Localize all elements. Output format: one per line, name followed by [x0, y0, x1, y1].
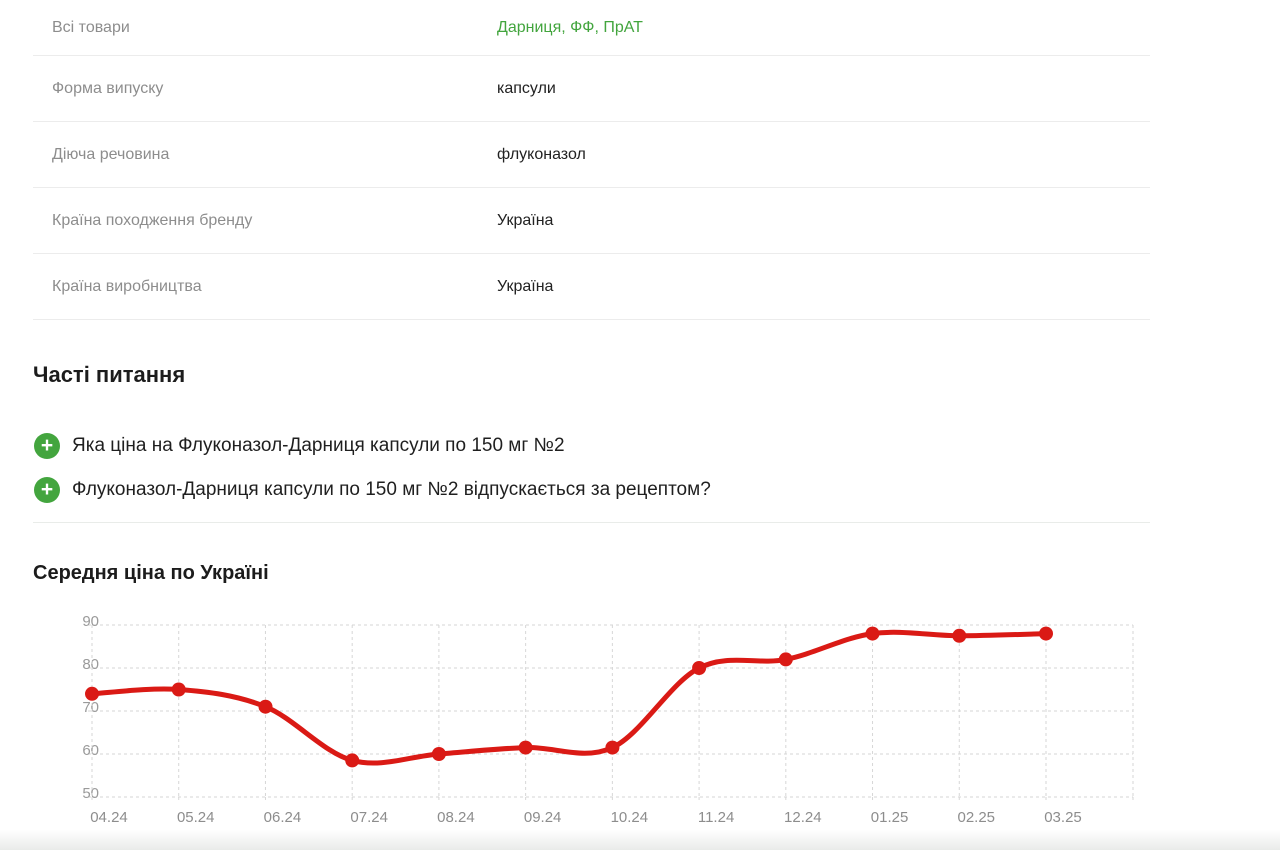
- svg-text:02.25: 02.25: [957, 809, 995, 826]
- svg-text:06.24: 06.24: [264, 809, 302, 826]
- svg-text:05.24: 05.24: [177, 809, 215, 826]
- manufacturer-link[interactable]: Дарниця, ФФ, ПрАТ: [497, 18, 643, 36]
- table-row: Країна походження бренду Україна: [33, 188, 1150, 254]
- table-row: Країна виробництва Україна: [33, 254, 1150, 320]
- svg-text:09.24: 09.24: [524, 809, 562, 826]
- page-bottom-shade: [0, 830, 1280, 850]
- svg-text:90: 90: [82, 613, 99, 630]
- plus-circle-icon: [34, 433, 60, 459]
- price-chart-title: Середня ціна по Україні: [33, 562, 269, 584]
- faq-list: Яка ціна на Флуконазол-Дарниця капсули п…: [33, 424, 1247, 512]
- faq-section-title: Часті питання: [33, 362, 186, 387]
- spec-label: Діюча речовина: [52, 145, 170, 163]
- svg-text:50: 50: [82, 785, 99, 802]
- table-row: Форма випуску капсули: [33, 56, 1150, 122]
- spec-value: Україна: [497, 211, 554, 229]
- spec-value: Україна: [497, 277, 554, 295]
- faq-item[interactable]: Флуконазол-Дарниця капсули по 150 мг №2 …: [33, 468, 1247, 512]
- table-row: Діюча речовина флуконазол: [33, 122, 1150, 188]
- svg-text:60: 60: [82, 742, 99, 759]
- spec-value: капсули: [497, 79, 556, 97]
- spec-label: Країна походження бренду: [52, 211, 253, 229]
- svg-text:70: 70: [82, 699, 99, 716]
- faq-question: Флуконазол-Дарниця капсули по 150 мг №2 …: [72, 479, 711, 500]
- svg-text:12.24: 12.24: [784, 809, 822, 826]
- svg-text:08.24: 08.24: [437, 809, 475, 826]
- plus-circle-icon: [34, 477, 60, 503]
- price-chart: 50 60 70 80 90 04.24 05.24 06.24 07.24 08.24 09.24…: [82, 613, 1134, 826]
- spec-label: Країна виробництва: [52, 277, 202, 295]
- price-chart-container: 50 60 70 80 90 04.24 05.24 06.24 07.24 08.24 09.24…: [0, 600, 1247, 840]
- svg-text:10.24: 10.24: [611, 809, 649, 826]
- faq-question: Яка ціна на Флуконазол-Дарниця капсули п…: [72, 435, 565, 456]
- faq-item[interactable]: Яка ціна на Флуконазол-Дарниця капсули п…: [33, 424, 1247, 468]
- divider: [33, 522, 1150, 523]
- spec-table: Всі товари Дарниця, ФФ, ПрАТ Форма випус…: [33, 0, 1150, 320]
- svg-text:04.24: 04.24: [90, 809, 128, 826]
- spec-value: флуконазол: [497, 145, 586, 163]
- svg-text:07.24: 07.24: [350, 809, 388, 826]
- table-row: Всі товари Дарниця, ФФ, ПрАТ: [33, 0, 1150, 56]
- svg-text:11.24: 11.24: [698, 809, 734, 826]
- svg-text:80: 80: [82, 656, 99, 673]
- spec-label: Всі товари: [52, 18, 130, 36]
- svg-text:03.25: 03.25: [1044, 809, 1082, 826]
- svg-text:01.25: 01.25: [871, 809, 909, 826]
- spec-label: Форма випуску: [52, 79, 164, 97]
